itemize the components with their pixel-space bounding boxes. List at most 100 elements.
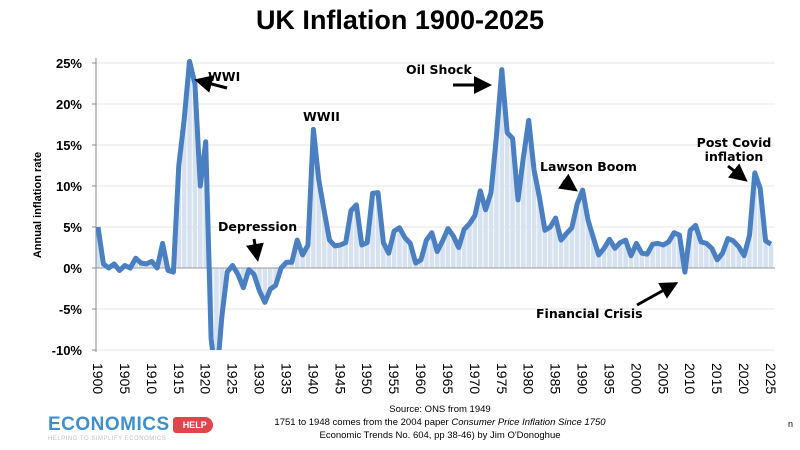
area-bar bbox=[407, 243, 413, 268]
area-bar bbox=[564, 233, 569, 268]
area-bar bbox=[294, 240, 300, 268]
area-bar bbox=[537, 197, 542, 268]
y-tick-label: 20% bbox=[56, 97, 82, 112]
area-bar bbox=[354, 204, 359, 268]
annotation-wwi: WWI bbox=[208, 69, 240, 84]
y-axis-title: Annual inflation rate bbox=[32, 152, 44, 258]
arrow-lawson-boom bbox=[558, 173, 578, 192]
area-bar bbox=[214, 268, 219, 350]
area-bar bbox=[359, 245, 365, 268]
source-line-1: Source: ONS from 1949 bbox=[389, 404, 491, 415]
area-bar bbox=[574, 204, 580, 268]
inflation-series-line bbox=[96, 58, 773, 350]
area-bar bbox=[262, 268, 268, 303]
area-bar bbox=[628, 255, 634, 268]
chart-title: UK Inflation 1900-2025 bbox=[255, 5, 545, 35]
area-bar bbox=[456, 247, 462, 268]
x-tick-label: 1980 bbox=[521, 363, 537, 394]
area-bar bbox=[181, 120, 187, 269]
area-bar bbox=[219, 268, 225, 318]
y-tick-label: -5% bbox=[59, 302, 83, 317]
x-tick-label: 2020 bbox=[736, 363, 752, 394]
y-tick-label: 5% bbox=[63, 220, 82, 235]
area-bar bbox=[429, 232, 435, 268]
y-tick-label: 25% bbox=[56, 56, 82, 71]
area-bar bbox=[693, 225, 698, 268]
area-bar bbox=[364, 242, 370, 268]
area-bar bbox=[440, 240, 445, 268]
area-bar bbox=[305, 245, 311, 268]
area-bar bbox=[381, 242, 386, 268]
area-bar bbox=[596, 254, 602, 268]
area-bar bbox=[241, 268, 246, 288]
area-bar bbox=[531, 170, 537, 268]
area-bar bbox=[332, 245, 338, 268]
annotations: WWI WWII Depression Oil Shock Lawson Boo… bbox=[194, 62, 772, 321]
y-tick-label: -10% bbox=[52, 343, 83, 358]
area-bar bbox=[515, 199, 521, 268]
area-bar bbox=[96, 227, 101, 268]
edge-text: n bbox=[788, 419, 794, 429]
x-tick-label: 1905 bbox=[117, 363, 133, 394]
annotation-post-covid: Post Covid bbox=[697, 135, 772, 150]
source-line-3: Economic Trends No. 604, pp 38-46) by Ji… bbox=[319, 430, 561, 441]
area-bar bbox=[343, 242, 348, 268]
arrow-depression bbox=[246, 238, 264, 262]
arrow-post-covid bbox=[727, 163, 748, 182]
x-tick-label: 1920 bbox=[198, 363, 214, 394]
area-bar bbox=[472, 215, 478, 268]
source-line-2-text: 1751 to 1948 comes from the 2004 paper bbox=[274, 417, 452, 428]
area-bar bbox=[461, 229, 467, 268]
x-tick-label: 1935 bbox=[278, 363, 294, 394]
area-bar bbox=[747, 235, 752, 268]
area-bar bbox=[704, 243, 709, 268]
logo-text: ECONOMICS bbox=[48, 414, 170, 435]
x-tick-label: 1900 bbox=[90, 363, 106, 394]
area-bar bbox=[666, 241, 671, 268]
annotation-oil-shock: Oil Shock bbox=[406, 62, 472, 77]
x-tick-label: 1965 bbox=[440, 363, 456, 394]
area-bar bbox=[327, 240, 332, 268]
area-bar bbox=[650, 244, 655, 268]
area-bar bbox=[273, 268, 278, 286]
annotation-depression: Depression bbox=[218, 219, 297, 234]
area-bar bbox=[736, 246, 741, 268]
area-bar bbox=[348, 210, 354, 268]
area-bar bbox=[612, 248, 618, 268]
area-bar bbox=[580, 190, 585, 268]
y-tick-label: 10% bbox=[56, 179, 82, 194]
x-tick-label: 1995 bbox=[601, 363, 617, 394]
area-bar bbox=[391, 231, 397, 268]
area-bar bbox=[418, 259, 424, 268]
source-note: Source: ONS from 1949 1751 to 1948 comes… bbox=[240, 403, 640, 442]
annotation-financial-crisis: Financial Crisis bbox=[536, 306, 643, 321]
area-bar bbox=[477, 190, 483, 268]
area-bar bbox=[483, 209, 488, 268]
area-bar bbox=[187, 61, 192, 268]
area-bar bbox=[585, 219, 591, 268]
area-bar bbox=[752, 172, 758, 268]
area-bar bbox=[424, 240, 429, 268]
area-bar bbox=[768, 244, 774, 268]
area-bar bbox=[731, 240, 736, 268]
annotation-post-covid-2: inflation bbox=[705, 149, 764, 164]
arrow-financial-crisis bbox=[636, 282, 679, 307]
area-bar bbox=[655, 243, 661, 268]
area-bar bbox=[698, 241, 704, 268]
annotation-lawson-boom: Lawson Boom bbox=[540, 159, 637, 174]
y-axis-ticks: 25% 20% 15% 10% 5% 0% -5% -10% bbox=[52, 56, 96, 358]
area-bar bbox=[617, 242, 623, 268]
area-bar bbox=[316, 179, 322, 268]
area-bar bbox=[402, 237, 408, 268]
area-bar bbox=[192, 83, 198, 268]
area-bar bbox=[741, 255, 747, 268]
y-tick-label: 15% bbox=[56, 138, 82, 153]
area-bar bbox=[467, 223, 472, 268]
source-line-2-title: Consumer Price Inflation Since 1750 bbox=[451, 417, 606, 428]
x-tick-label: 1950 bbox=[359, 363, 375, 394]
economics-help-logo[interactable]: ECONOMICS HELP HELPING TO SIMPLIFY ECONOM… bbox=[48, 414, 213, 442]
x-tick-label: 2015 bbox=[709, 363, 725, 394]
area-bar bbox=[176, 165, 182, 268]
area-bar bbox=[569, 227, 575, 268]
